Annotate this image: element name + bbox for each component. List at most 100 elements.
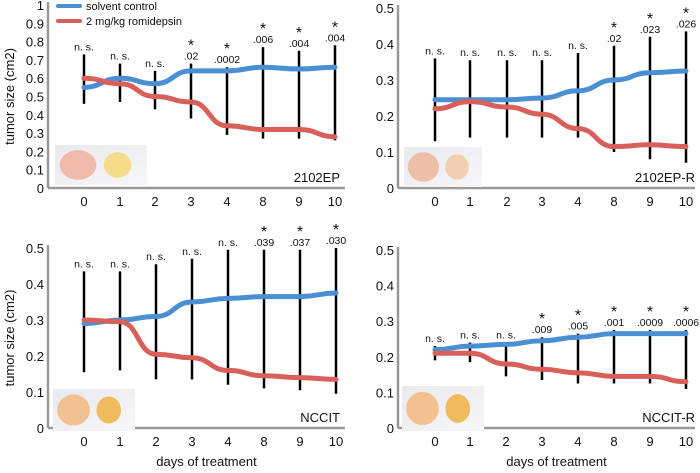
x-axis-title: days of treatment xyxy=(506,454,607,469)
panel-nccit: 0 0.1 0.2 0.3 0.4 0.5 0 1 2 3 4 8 9 10 n. s. n. s. n. s.… xyxy=(2,222,346,469)
y-tick-label: 0.3 xyxy=(376,73,394,88)
significance-star: * xyxy=(683,5,689,22)
tumor-treated-image xyxy=(103,152,132,178)
p-value-label: .026 xyxy=(676,18,697,30)
y-tick-label: 0.5 xyxy=(26,241,44,256)
p-value-label: n. s. xyxy=(460,47,480,59)
p-value-label: n. s. xyxy=(218,237,238,249)
series-line-solvent-control xyxy=(432,68,689,103)
legend-label-romidepsin: 2 mg/kg romidepsin xyxy=(86,16,182,28)
y-tick-label: 0 xyxy=(37,181,44,196)
x-tick-label: 0 xyxy=(431,194,438,209)
y-tick-label: 0.6 xyxy=(26,71,44,86)
x-tick-label: 9 xyxy=(646,434,653,449)
p-value-label: n. s. xyxy=(74,41,94,53)
significance-star: * xyxy=(260,21,266,38)
y-tick-label: 0.4 xyxy=(376,37,394,52)
significance-star: * xyxy=(188,38,194,55)
y-tick-label: 0.2 xyxy=(26,349,44,364)
p-value-label: .009 xyxy=(532,324,553,336)
p-value-label: n. s. xyxy=(74,258,94,270)
legend-label-control: solvent control xyxy=(86,1,157,13)
y-tick-label: 0.1 xyxy=(26,385,44,400)
x-tick-label: 0 xyxy=(80,194,87,209)
y-tick-label: 0.3 xyxy=(26,313,44,328)
p-value-label: n. s. xyxy=(145,58,165,70)
significance-star: * xyxy=(332,19,338,36)
panel-nccit-r: 0 0.1 0.2 0.3 0.4 0.5 0 1 2 3 4 8 9 10 n. s. n. s. n. s.… xyxy=(376,243,699,469)
significance-star: * xyxy=(575,308,581,325)
x-tick-label: 3 xyxy=(538,434,545,449)
x-tick-label: 8 xyxy=(259,194,266,209)
x-tick-label: 4 xyxy=(224,434,231,449)
x-tick-label: 2 xyxy=(502,434,509,449)
y-tick-label: 0.3 xyxy=(26,126,44,141)
cell-line-label: 2102EP xyxy=(294,170,340,185)
x-tick-label: 1 xyxy=(116,194,123,209)
x-tick-label: 4 xyxy=(574,434,581,449)
p-value-label: n. s. xyxy=(425,45,445,57)
x-tick-label: 4 xyxy=(223,194,230,209)
p-value-label: .0009 xyxy=(637,317,663,329)
significance-star: * xyxy=(539,311,545,328)
tumor-treated-image xyxy=(445,394,471,423)
tumor-control-image xyxy=(57,394,90,426)
series-line-romidepsin xyxy=(432,350,689,385)
tumor-control-image xyxy=(59,150,97,180)
tumor-treated-image xyxy=(96,396,122,424)
p-value-label: n. s. xyxy=(182,246,202,258)
significance-star: * xyxy=(296,25,302,42)
p-value-label: n. s. xyxy=(460,330,480,342)
x-tick-label: 4 xyxy=(574,194,581,209)
tumor-control-image xyxy=(406,391,439,426)
p-value-label: .005 xyxy=(568,321,589,333)
tumor-photo xyxy=(53,389,135,431)
x-tick-label: 3 xyxy=(188,434,195,449)
significance-star: * xyxy=(611,20,617,37)
significance-star: * xyxy=(647,11,653,28)
p-value-label: .006 xyxy=(253,34,274,46)
p-value-label: .004 xyxy=(325,32,346,44)
y-tick-label: 0.7 xyxy=(26,53,44,68)
p-value-label: .0002 xyxy=(214,54,240,66)
legend: solvent control 2 mg/kg romidepsin xyxy=(56,1,182,28)
series-line-solvent-control xyxy=(81,290,339,327)
y-tick-label: 0.4 xyxy=(26,108,44,123)
y-tick-label: 0.4 xyxy=(26,277,44,292)
y-tick-label: 0.5 xyxy=(376,1,394,16)
x-tick-label: 9 xyxy=(646,194,653,209)
x-tick-label: 8 xyxy=(610,194,617,209)
x-tick-label: 2 xyxy=(152,434,159,449)
x-tick-label: 0 xyxy=(431,434,438,449)
y-axis-title: tumor size (cm2) xyxy=(2,290,17,387)
p-value-label: n. s. xyxy=(110,258,130,270)
p-value-label: .039 xyxy=(254,237,275,249)
x-tick-label: 10 xyxy=(679,194,693,209)
p-value-label: n. s. xyxy=(496,330,516,342)
significance-star: * xyxy=(297,224,303,241)
x-tick-label: 3 xyxy=(538,194,545,209)
panel-2102ep: 00.10.20.30.40.50.60.70.80.910 1 2 3 4 8 9 10n.… xyxy=(2,0,345,209)
y-tick-label: 0 xyxy=(387,181,394,196)
significance-star: * xyxy=(261,224,267,241)
x-tick-label: 10 xyxy=(329,434,343,449)
p-value-label: .004 xyxy=(289,38,310,50)
y-tick-label: 0 xyxy=(387,421,394,436)
y-tick-label: 0 xyxy=(37,421,44,436)
y-tick-label: 0.1 xyxy=(26,163,44,178)
p-value-label: .030 xyxy=(326,235,347,247)
y-tick-label: 0.5 xyxy=(376,243,394,258)
y-tick-label: 0.1 xyxy=(376,385,394,400)
tumor-treated-image xyxy=(445,154,469,180)
significance-star: * xyxy=(683,304,689,321)
p-value-label: n. s. xyxy=(497,47,517,59)
cell-line-label: NCCIT xyxy=(300,410,340,425)
x-tick-label: 1 xyxy=(466,194,473,209)
x-tick-label: 9 xyxy=(295,194,302,209)
y-tick-label: 0.2 xyxy=(376,350,394,365)
series-line-romidepsin xyxy=(81,75,338,140)
x-tick-label: 2 xyxy=(503,194,510,209)
p-value-label: .023 xyxy=(640,24,661,36)
significance-star: * xyxy=(333,222,339,239)
